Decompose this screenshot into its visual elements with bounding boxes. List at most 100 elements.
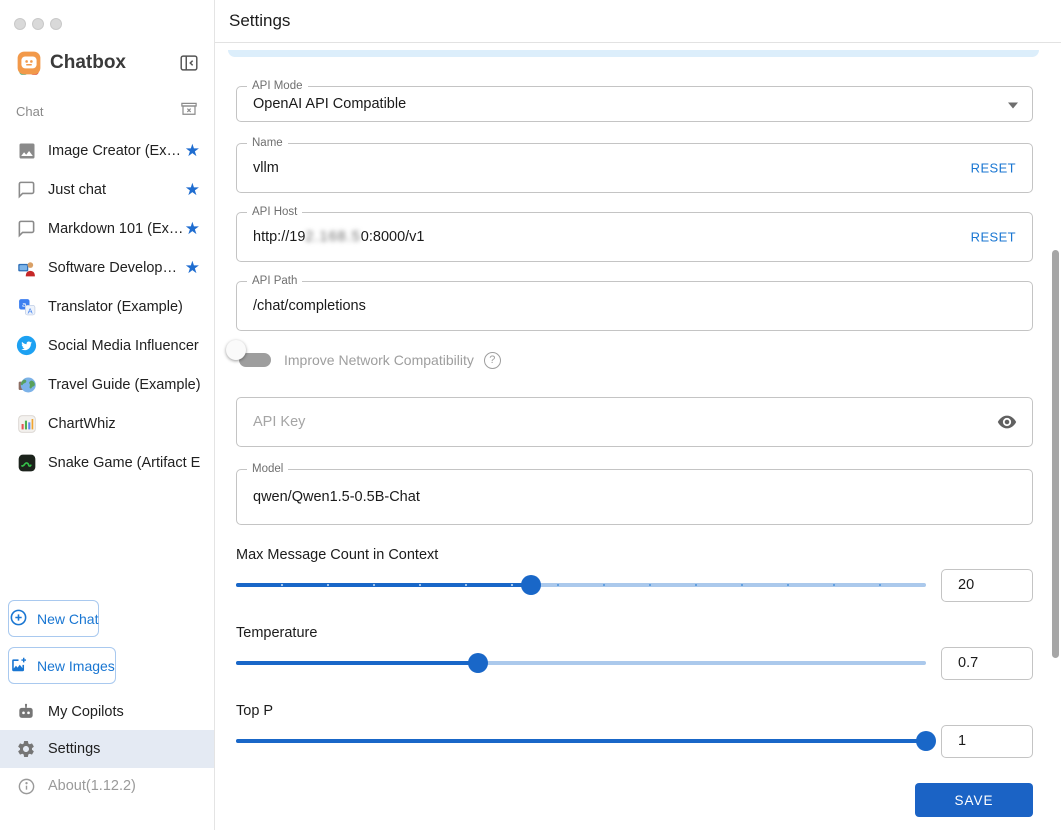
item-label: Travel Guide (Example) (48, 376, 200, 393)
slider-tick (464, 584, 467, 586)
svg-text:A: A (27, 306, 32, 315)
help-icon[interactable]: ? (483, 351, 501, 369)
max-message-count-slider[interactable] (236, 575, 926, 595)
new-image-icon (9, 655, 28, 677)
show-password-icon[interactable] (996, 411, 1018, 433)
max-message-count-row: 20 (236, 567, 1033, 603)
settings-label: Settings (48, 741, 101, 757)
info-icon (16, 776, 36, 796)
top-p-input[interactable]: 1 (941, 724, 1033, 758)
settings-header: Settings (215, 0, 1061, 43)
sidebar-bottom: New Chat New Images (0, 600, 214, 830)
name-field[interactable]: Name vllm RESET (236, 137, 1033, 193)
about-label: About(1.12.2) (48, 778, 136, 794)
top-p-slider[interactable] (236, 731, 936, 751)
chat-section-header: Chat (0, 76, 214, 129)
sidebar-item-markdown-101[interactable]: Markdown 101 (Ex… ★ (0, 209, 214, 248)
api-path-label: API Path (247, 275, 303, 288)
sidebar-item-chartwhiz[interactable]: ChartWhiz (0, 404, 214, 443)
slider-tick (878, 584, 881, 586)
developer-icon (16, 257, 37, 278)
new-chat-button[interactable]: New Chat (8, 600, 100, 637)
new-images-label: New Images (37, 657, 115, 674)
star-icon[interactable]: ★ (184, 180, 200, 199)
save-button[interactable]: SAVE (915, 783, 1033, 817)
gear-icon (16, 739, 36, 759)
slider-thumb[interactable] (467, 653, 488, 673)
window-zoom-button[interactable] (50, 18, 62, 30)
item-label: Translator (Example) (48, 298, 183, 315)
new-chat-label: New Chat (37, 610, 99, 627)
sidebar-item-social-media-influencer[interactable]: Social Media Influencer … (0, 326, 214, 365)
slider-thumb[interactable] (521, 575, 542, 595)
api-mode-value: OpenAI API Compatible (253, 96, 407, 112)
item-label: Just chat (48, 181, 107, 198)
chat-section-label: Chat (16, 104, 44, 119)
slider-tick (649, 584, 651, 586)
item-label: Snake Game (Artifact E… (48, 454, 200, 471)
sidebar-item-image-creator[interactable]: Image Creator (Ex… ★ (0, 131, 214, 170)
svg-text:a: a (22, 300, 27, 309)
sidebar-item-software-developer[interactable]: Software Develop… ★ (0, 248, 214, 287)
vertical-scrollbar[interactable] (1052, 250, 1059, 658)
api-key-field[interactable]: API Key (236, 397, 1033, 447)
sidebar-item-translator[interactable]: a A Translator (Example) (0, 287, 214, 326)
name-value: vllm (253, 160, 279, 176)
name-reset-button[interactable]: RESET (970, 160, 1016, 176)
my-copilots-button[interactable]: My Copilots (0, 694, 214, 730)
settings-panel: Settings API Mode OpenAI API Compatible … (215, 0, 1061, 830)
slider-tick (740, 584, 743, 586)
slider-tick (787, 584, 789, 586)
network-compatibility-toggle[interactable] (226, 340, 274, 370)
sidebar-item-just-chat[interactable]: Just chat ★ (0, 170, 214, 209)
brand-row: Chatbox (0, 30, 214, 76)
slider-thumb[interactable] (916, 731, 936, 751)
api-host-label: API Host (247, 206, 303, 219)
image-icon (16, 140, 37, 161)
conversation-list: Image Creator (Ex… ★ Just chat ★ (0, 129, 214, 482)
item-label: Image Creator (Ex… (48, 142, 181, 159)
toggle-thumb (226, 340, 246, 360)
chart-icon (16, 413, 37, 434)
window-close-button[interactable] (14, 18, 26, 30)
toggle-track (239, 353, 271, 367)
model-field[interactable]: Model qwen/Qwen1.5-0.5B-Chat (236, 463, 1033, 525)
api-host-field[interactable]: API Host http://19 2.168.5 0:8000/v1 RESET (236, 206, 1033, 262)
star-icon[interactable]: ★ (184, 141, 200, 160)
about-button[interactable]: About(1.12.2) (0, 768, 214, 804)
item-label: Software Develop… (48, 259, 177, 276)
api-mode-select[interactable]: API Mode OpenAI API Compatible (236, 80, 1033, 122)
plus-circle-icon (9, 608, 28, 630)
top-p-row: 1 (236, 723, 1033, 759)
item-label: Markdown 101 (Ex… (48, 220, 184, 237)
max-message-count-input[interactable]: 20 (941, 568, 1033, 602)
redacted-host-segment: 2.168.5 (305, 229, 361, 245)
new-images-button[interactable]: New Images (8, 647, 116, 684)
temperature-slider[interactable] (236, 653, 926, 673)
collapse-sidebar-icon[interactable] (178, 52, 200, 74)
sidebar-item-snake-game[interactable]: Snake Game (Artifact E… (0, 443, 214, 482)
settings-button[interactable]: Settings (0, 730, 214, 768)
max-message-count-label: Max Message Count in Context (236, 547, 439, 563)
slider-rail (236, 661, 926, 665)
api-path-field[interactable]: API Path /chat/completions (236, 275, 1033, 331)
temperature-input[interactable]: 0.7 (941, 646, 1033, 680)
slider-fill (236, 661, 478, 665)
sidebar-item-travel-guide[interactable]: Travel Guide (Example) (0, 365, 214, 404)
info-banner-edge (228, 50, 1039, 57)
snake-game-icon (16, 452, 37, 473)
star-icon[interactable]: ★ (184, 258, 200, 277)
slider-rail (236, 583, 926, 587)
api-host-reset-button[interactable]: RESET (970, 229, 1016, 245)
window-minimize-button[interactable] (32, 18, 44, 30)
settings-form: API Mode OpenAI API Compatible Name vllm… (215, 50, 1061, 817)
api-mode-label: API Mode (247, 80, 308, 93)
globe-icon (16, 374, 37, 395)
clear-conversations-icon[interactable] (180, 100, 198, 123)
star-icon[interactable]: ★ (184, 219, 200, 238)
sidebar-spacer (0, 482, 214, 600)
slider-fill (236, 583, 532, 587)
network-compatibility-label: Improve Network Compatibility (284, 352, 474, 368)
translator-icon: a A (16, 296, 37, 317)
